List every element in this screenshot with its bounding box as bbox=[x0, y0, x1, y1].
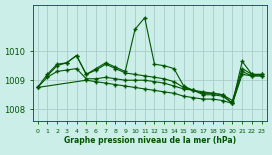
X-axis label: Graphe pression niveau de la mer (hPa): Graphe pression niveau de la mer (hPa) bbox=[64, 136, 236, 145]
